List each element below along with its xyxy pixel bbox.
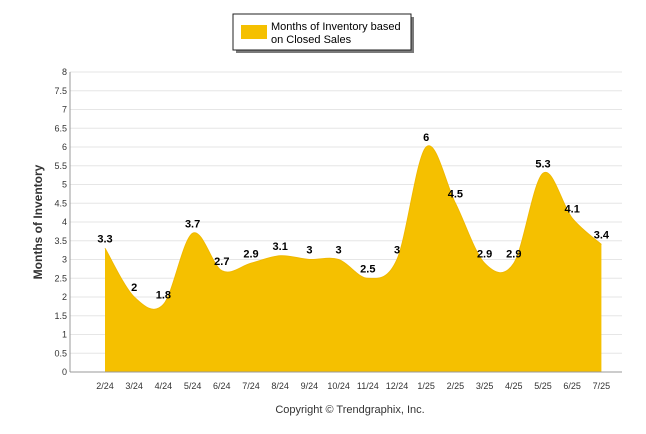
data-label: 3.4 — [594, 230, 610, 242]
data-label: 3.3 — [97, 233, 112, 245]
y-tick-label: 7 — [62, 105, 67, 115]
data-label: 2.9 — [477, 248, 492, 260]
y-tick-label: 3 — [62, 255, 67, 265]
x-tick-label: 7/25 — [593, 381, 611, 391]
data-label: 6 — [423, 132, 429, 144]
x-tick-label: 2/25 — [447, 381, 465, 391]
y-tick-label: 0.5 — [54, 348, 67, 358]
y-tick-labels: 0 0.5 1 1.5 2 2.5 3 3.5 4 4.5 5 5.5 6 6.5 7 7.5 8 — [54, 67, 67, 377]
y-tick-label: 5.5 — [54, 161, 67, 171]
x-tick-label: 12/24 — [386, 381, 409, 391]
data-label: 2 — [131, 282, 137, 294]
x-tick-labels: 2/24 3/24 4/24 5/24 6/24 7/24 8/24 9/24 10/24 11/… — [96, 381, 610, 391]
y-tick-label: 4 — [62, 217, 67, 227]
x-tick-label: 5/24 — [184, 381, 202, 391]
series-edge — [104, 145, 602, 310]
x-tick-label: 11/24 — [357, 381, 379, 391]
data-label: 3 — [394, 245, 400, 257]
legend-label-line1: Months of Inventory based — [271, 21, 401, 33]
x-tick-label: 9/24 — [301, 381, 319, 391]
y-tick-label: 1.5 — [54, 311, 67, 321]
x-tick-label: 3/24 — [125, 381, 143, 391]
data-label: 4.5 — [448, 188, 463, 200]
x-tick-label: 4/25 — [505, 381, 523, 391]
data-label: 2.5 — [360, 263, 375, 275]
x-tick-label: 7/24 — [242, 381, 260, 391]
x-tick-label: 6/24 — [213, 381, 231, 391]
data-label: 1.8 — [156, 290, 171, 302]
data-label: 3.7 — [185, 218, 200, 230]
y-tick-label: 6 — [62, 142, 67, 152]
y-axis-title: Months of Inventory — [31, 164, 45, 279]
data-label: 3.1 — [273, 241, 288, 253]
y-tick-label: 2.5 — [54, 273, 67, 283]
data-label: 5.3 — [535, 158, 550, 170]
x-tick-label: 8/24 — [271, 381, 289, 391]
legend-swatch — [241, 25, 267, 39]
x-tick-label: 6/25 — [563, 381, 581, 391]
data-label: 2.9 — [243, 248, 258, 260]
data-label: 3 — [306, 245, 312, 257]
y-tick-label: 8 — [62, 67, 67, 77]
legend: Months of Inventory based on Closed Sale… — [232, 13, 414, 53]
x-tick-label: 3/25 — [476, 381, 494, 391]
series-area — [105, 145, 602, 372]
x-tick-label: 1/25 — [417, 381, 435, 391]
y-tick-label: 4.5 — [54, 198, 67, 208]
copyright-text: Copyright © Trendgraphix, Inc. — [275, 404, 424, 416]
x-tick-label: 5/25 — [534, 381, 552, 391]
y-tick-label: 5 — [62, 180, 67, 190]
x-tick-label: 4/24 — [155, 381, 173, 391]
y-tick-label: 1 — [62, 330, 67, 340]
data-labels: 3.3 2 1.8 3.7 2.7 2.9 3.1 3 3 2.5 3 6 4.5 2.9 2.9 5.3 4.… — [97, 132, 610, 302]
y-tick-label: 2 — [62, 292, 67, 302]
x-tick-label: 2/24 — [96, 381, 114, 391]
y-tick-label: 3.5 — [54, 236, 67, 246]
y-tick-label: 7.5 — [54, 86, 67, 96]
data-label: 2.7 — [214, 256, 229, 268]
y-tick-label: 6.5 — [54, 123, 67, 133]
data-label: 2.9 — [506, 248, 521, 260]
y-tick-label: 0 — [62, 367, 67, 377]
legend-label-line2: on Closed Sales — [271, 34, 352, 46]
x-tick-label: 10/24 — [327, 381, 350, 391]
data-label: 4.1 — [565, 203, 580, 215]
data-label: 3 — [336, 245, 342, 257]
